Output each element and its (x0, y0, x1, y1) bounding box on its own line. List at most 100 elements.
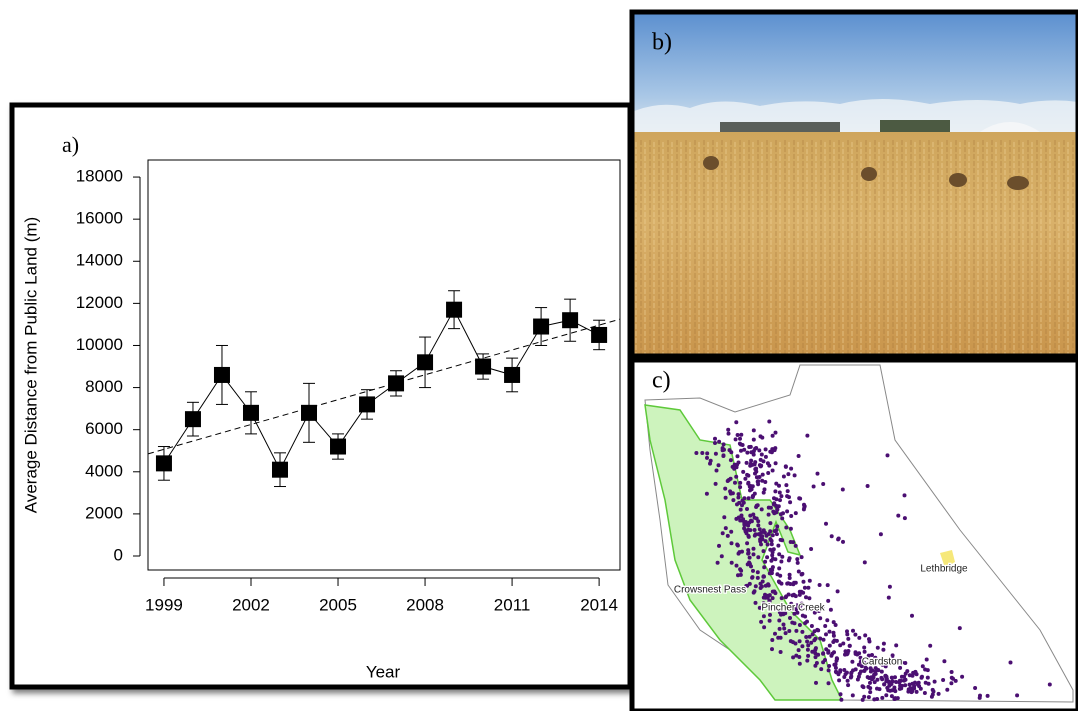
location-dot (804, 595, 808, 600)
location-dot (869, 675, 874, 680)
location-dot (769, 450, 774, 455)
location-dot (788, 540, 793, 544)
location-dot (877, 687, 882, 692)
location-dot (755, 575, 760, 580)
location-dot (759, 507, 764, 512)
location-dot (770, 553, 775, 558)
location-dot (748, 488, 752, 493)
location-dot (777, 580, 782, 585)
location-dot (899, 683, 904, 688)
location-dot (847, 643, 852, 648)
trend-line (147, 318, 621, 455)
location-dot (752, 528, 757, 532)
location-dot (805, 433, 810, 438)
location-dot (751, 437, 756, 442)
location-dot (829, 653, 834, 658)
location-dot (751, 552, 756, 557)
location-dot (757, 448, 762, 453)
location-dot (800, 629, 805, 634)
location-dot (760, 534, 765, 539)
location-dot (768, 521, 773, 526)
location-dot (773, 489, 778, 494)
location-dot (846, 683, 851, 688)
location-dot (767, 419, 772, 424)
point (562, 312, 579, 329)
location-dot (845, 629, 849, 634)
location-dot (713, 481, 718, 486)
location-dot (876, 668, 881, 673)
location-dot (735, 433, 740, 437)
plot: a) Average Distance from Public Land (m)… (21, 132, 621, 681)
location-dot (860, 697, 865, 702)
location-dot (903, 671, 908, 676)
location-dot (717, 543, 721, 548)
location-dot (932, 679, 937, 684)
trees (880, 120, 950, 132)
location-dot (800, 613, 805, 618)
location-dot (863, 665, 868, 670)
location-dot (872, 697, 877, 702)
location-dot (821, 651, 826, 656)
location-dot (797, 592, 802, 597)
location-dot (759, 619, 764, 624)
location-dot (770, 596, 775, 601)
location-dot (801, 507, 806, 512)
location-dot (760, 478, 765, 483)
location-dot (759, 452, 764, 457)
location-dot (842, 668, 847, 672)
location-dot (805, 619, 809, 624)
point (271, 461, 288, 478)
location-dot (872, 672, 877, 677)
location-dot (713, 436, 717, 441)
location-dot (899, 660, 904, 665)
location-dot (747, 555, 752, 560)
location-dot (949, 675, 954, 680)
location-dot (862, 560, 867, 565)
location-dot (845, 632, 850, 637)
location-dot (973, 686, 978, 690)
location-dot (868, 669, 873, 674)
location-dot (915, 682, 920, 687)
location-dot (788, 616, 792, 620)
point (417, 354, 434, 371)
location-dot (745, 507, 749, 511)
panel-label: b) (652, 30, 672, 56)
location-dot (748, 444, 753, 449)
location-dot (910, 613, 914, 618)
location-dot (837, 678, 842, 683)
location-dot (770, 589, 775, 594)
location-dot (886, 595, 891, 600)
location-dot (792, 621, 797, 626)
location-dot (806, 606, 811, 611)
location-dot (743, 476, 748, 481)
location-dot (925, 668, 930, 673)
location-dot (807, 596, 812, 601)
location-dot (753, 584, 758, 589)
location-dot (869, 660, 874, 665)
location-dot (727, 448, 732, 453)
location-dot (799, 601, 804, 606)
location-dot (890, 653, 895, 658)
location-dot (794, 603, 799, 608)
location-dot (779, 494, 784, 499)
location-dot (1008, 660, 1013, 665)
location-dot (809, 624, 814, 628)
location-dot (751, 546, 756, 551)
point (213, 366, 230, 383)
point (388, 375, 405, 392)
location-dot (883, 673, 888, 678)
location-dot (761, 549, 766, 554)
location-dot (817, 583, 822, 587)
location-dot (862, 645, 867, 650)
location-dot (734, 474, 739, 479)
location-dot (843, 649, 848, 654)
location-dot (768, 529, 773, 534)
location-dot (873, 655, 878, 660)
location-dot (760, 472, 765, 477)
location-dot (737, 441, 742, 446)
location-dot (751, 512, 756, 517)
location-dot (757, 463, 762, 468)
location-dot (789, 601, 794, 606)
location-dot (780, 516, 785, 521)
location-dot (770, 638, 775, 642)
